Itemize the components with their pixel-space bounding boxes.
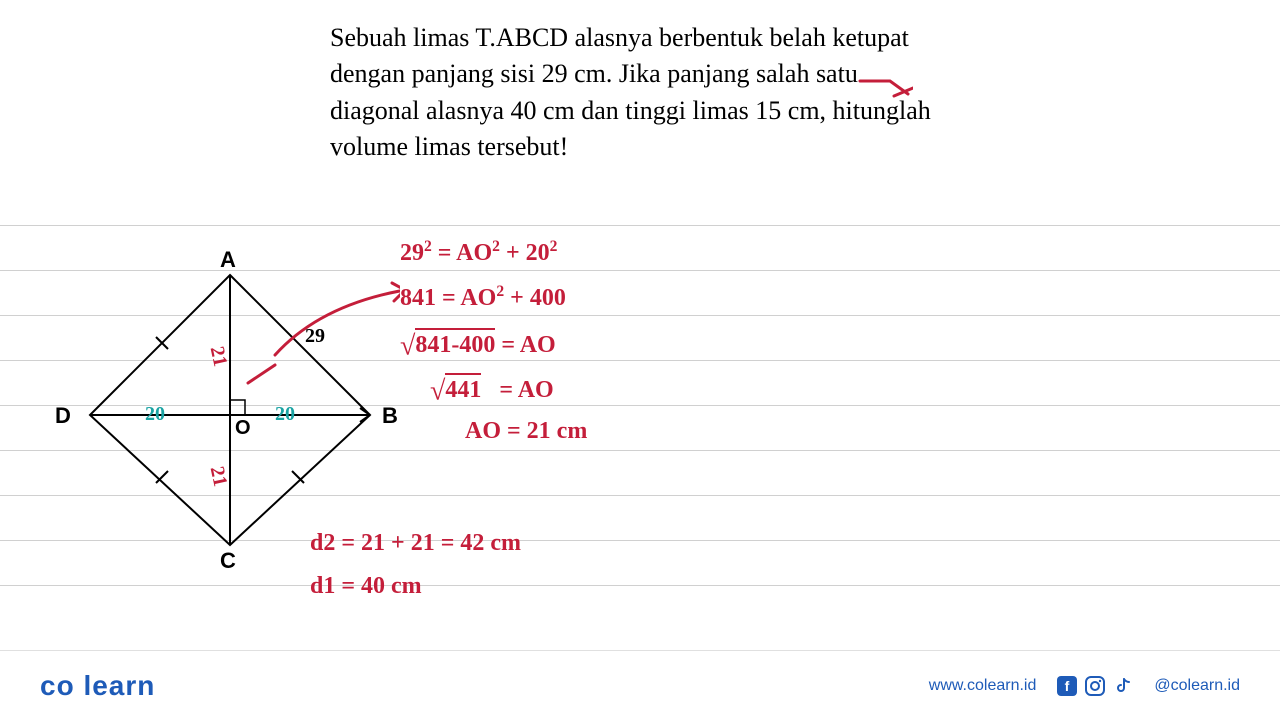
work-line-5: AO = 21 cm <box>465 418 587 445</box>
social-icons: f <box>1056 675 1134 697</box>
svg-text:f: f <box>1065 678 1070 694</box>
underline-mark <box>858 78 913 98</box>
vertex-d-label: D <box>55 403 71 429</box>
half-diagonal-right: 20 <box>275 403 295 426</box>
tiktok-icon[interactable] <box>1112 675 1134 697</box>
footer-url[interactable]: www.colearn.id <box>929 677 1037 695</box>
center-o-label: O <box>235 417 251 440</box>
footer-handle[interactable]: @colearn.id <box>1154 677 1240 695</box>
work-line-3: √841-400 = AO <box>400 328 556 362</box>
vertex-a-label: A <box>220 247 236 273</box>
work-line-1: 292 = AO2 + 202 <box>400 238 557 267</box>
half-diagonal-left: 20 <box>145 403 165 426</box>
work-line-4: √441 = AO <box>430 373 554 407</box>
facebook-icon[interactable]: f <box>1056 675 1078 697</box>
footer: co learn www.colearn.id f @colearn.id <box>0 650 1280 720</box>
work-line-7: d1 = 40 cm <box>310 573 422 600</box>
instagram-icon[interactable] <box>1084 675 1106 697</box>
vertex-c-label: C <box>220 548 236 574</box>
work-line-6: d2 = 21 + 21 = 42 cm <box>310 530 521 557</box>
rhombus-diagram: A B C D O 29 20 20 21 21 <box>60 255 400 565</box>
brand-logo: co learn <box>40 670 155 702</box>
side-length-label: 29 <box>305 325 325 348</box>
vertex-b-label: B <box>382 403 398 429</box>
work-line-2: 841 = AO2 + 400 <box>400 283 566 312</box>
problem-text: Sebuah limas T.ABCD alasnya berbentuk be… <box>330 20 950 166</box>
